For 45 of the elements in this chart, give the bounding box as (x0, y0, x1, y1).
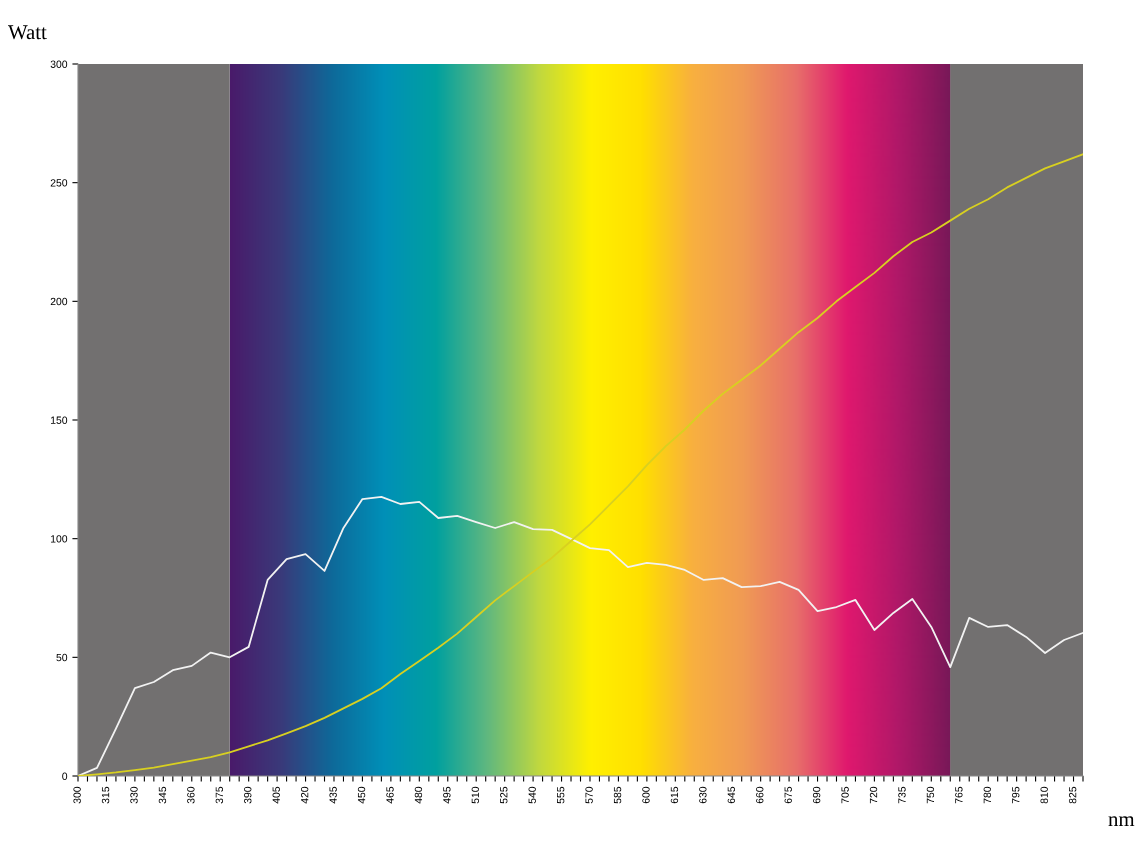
y-tick-label: 200 (50, 297, 68, 306)
y-axis-title: Watt (8, 25, 47, 40)
x-tick-label: 705 (841, 786, 849, 804)
x-tick-label: 690 (812, 786, 821, 804)
x-tick-label: 420 (300, 786, 309, 804)
x-tick-label: 645 (727, 786, 735, 804)
y-tick-label: 0 (62, 772, 68, 780)
x-tick-label: 525 (500, 786, 508, 804)
x-tick-label: 810 (1040, 786, 1048, 804)
x-tick-label: 390 (244, 786, 252, 804)
x-tick-label: 450 (357, 786, 366, 804)
x-tick-label: 660 (756, 786, 764, 804)
y-tick-label: 250 (50, 179, 68, 187)
y-tick-label: 150 (51, 416, 68, 424)
x-tick-label: 345 (158, 786, 167, 804)
x-tick-label: 510 (471, 786, 479, 804)
x-tick-label: 765 (955, 786, 963, 804)
x-tick-label: 750 (926, 786, 935, 804)
x-tick-label: 405 (272, 786, 280, 804)
x-tick-label: 435 (329, 786, 337, 804)
x-tick-label: 795 (1012, 786, 1020, 804)
y-tick-label: 300 (50, 60, 68, 68)
x-tick-label: 300 (73, 786, 81, 804)
x-tick-label: 570 (585, 786, 593, 804)
x-tick-label: 600 (642, 786, 650, 804)
x-tick-label: 780 (983, 786, 991, 804)
x-tick-label: 360 (187, 786, 195, 804)
x-tick-label: 585 (613, 786, 622, 804)
x-tick-label: 540 (528, 786, 536, 804)
x-tick-label: 735 (898, 786, 906, 804)
x-tick-label: 555 (557, 786, 565, 804)
x-tick-label: 480 (414, 786, 423, 804)
y-tick-label: 50 (56, 653, 68, 662)
x-tick-label: 495 (443, 786, 451, 804)
y-tick-label: 100 (51, 535, 68, 543)
x-tick-label: 720 (869, 786, 878, 804)
x-tick-label: 330 (130, 786, 138, 804)
x-tick-label: 615 (670, 786, 679, 804)
x-tick-label: 465 (386, 786, 394, 804)
x-axis-title: nm (1108, 816, 1135, 827)
x-tick-label: 315 (101, 786, 110, 804)
x-tick-label: 630 (699, 786, 707, 804)
x-tick-label: 375 (215, 786, 224, 804)
x-tick-label: 825 (1068, 786, 1077, 804)
x-tick-label: 675 (784, 786, 792, 804)
